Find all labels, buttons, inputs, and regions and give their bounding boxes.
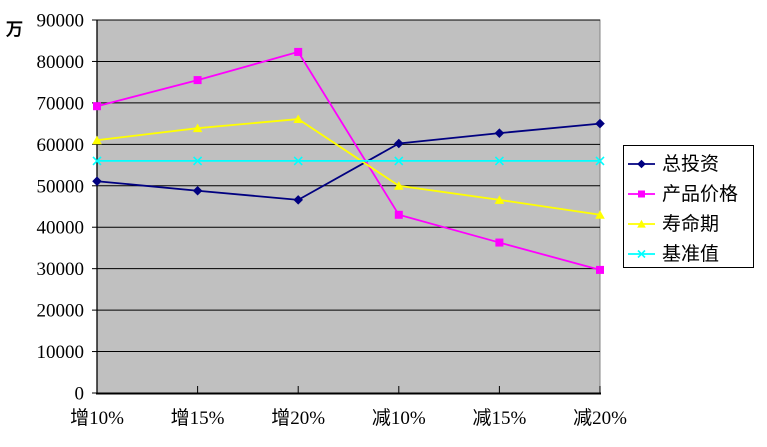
legend-item-1: 产品价格 <box>624 179 753 209</box>
legend-label: 总投资 <box>662 153 720 175</box>
series-line-0 <box>96 122 601 201</box>
series-marker-1 <box>93 102 101 111</box>
y-tick-label: 60000 <box>37 135 85 156</box>
series-marker-0 <box>192 185 203 196</box>
series-marker-2 <box>92 135 102 145</box>
y-tick-label: 0 <box>75 384 85 405</box>
legend-item-3: 基准值 <box>624 239 753 269</box>
series-marker-3 <box>92 156 102 166</box>
series-marker-3 <box>595 156 605 166</box>
legend-item-0: 总投资 <box>624 149 753 179</box>
y-axis-unit-label: 万 <box>6 20 23 39</box>
series-marker-2 <box>192 123 203 133</box>
legend-label: 寿命期 <box>662 213 720 235</box>
series-marker-0 <box>293 195 303 205</box>
series-marker-2 <box>595 210 605 219</box>
x-tick-label: 增20% <box>271 407 325 429</box>
legend-label: 基准值 <box>662 243 720 265</box>
series-marker-1 <box>495 238 504 247</box>
x-tick-label: 减10% <box>372 407 426 429</box>
y-tick-label: 90000 <box>37 11 85 32</box>
series-marker-3 <box>293 156 303 166</box>
series-marker-0 <box>92 176 102 187</box>
y-tick-label: 20000 <box>37 301 85 322</box>
series-marker-2 <box>394 181 404 190</box>
legend-item-2: 寿命期 <box>624 209 753 239</box>
legend-label: 产品价格 <box>662 183 739 205</box>
series-line-1 <box>96 50 601 271</box>
series-marker-0 <box>494 128 505 138</box>
series-marker-2 <box>293 114 303 124</box>
series-marker-1 <box>596 265 604 274</box>
series-marker-1 <box>294 47 303 56</box>
series-marker-2 <box>494 195 505 204</box>
series-marker-1 <box>193 76 202 85</box>
x-tick-label: 减20% <box>573 407 627 429</box>
x-tick-label: 增10% <box>70 407 124 429</box>
series-marker-0 <box>394 138 404 149</box>
legend-marker-x-icon <box>628 249 655 259</box>
legend-marker-triangle-icon <box>628 219 655 228</box>
y-tick-label: 70000 <box>37 93 85 114</box>
series-marker-3 <box>193 156 203 166</box>
series-marker-3 <box>394 156 404 166</box>
y-tick-label: 30000 <box>37 259 85 280</box>
legend-marker-square-icon <box>628 190 655 198</box>
series-line-2 <box>96 118 601 216</box>
plot-area <box>96 19 601 394</box>
y-tick-label: 10000 <box>37 342 85 363</box>
legend: 总投资产品价格寿命期基准值 <box>623 145 754 268</box>
series-marker-1 <box>394 210 403 219</box>
x-tick-label: 增15% <box>171 407 225 429</box>
series-marker-3 <box>494 156 504 166</box>
legend-marker-diamond-icon <box>628 159 655 169</box>
y-tick-label: 40000 <box>37 218 85 239</box>
series-marker-0 <box>595 118 605 129</box>
y-tick-label: 50000 <box>37 176 85 197</box>
y-tick-label: 80000 <box>37 52 85 73</box>
x-tick-label: 减15% <box>472 407 526 429</box>
